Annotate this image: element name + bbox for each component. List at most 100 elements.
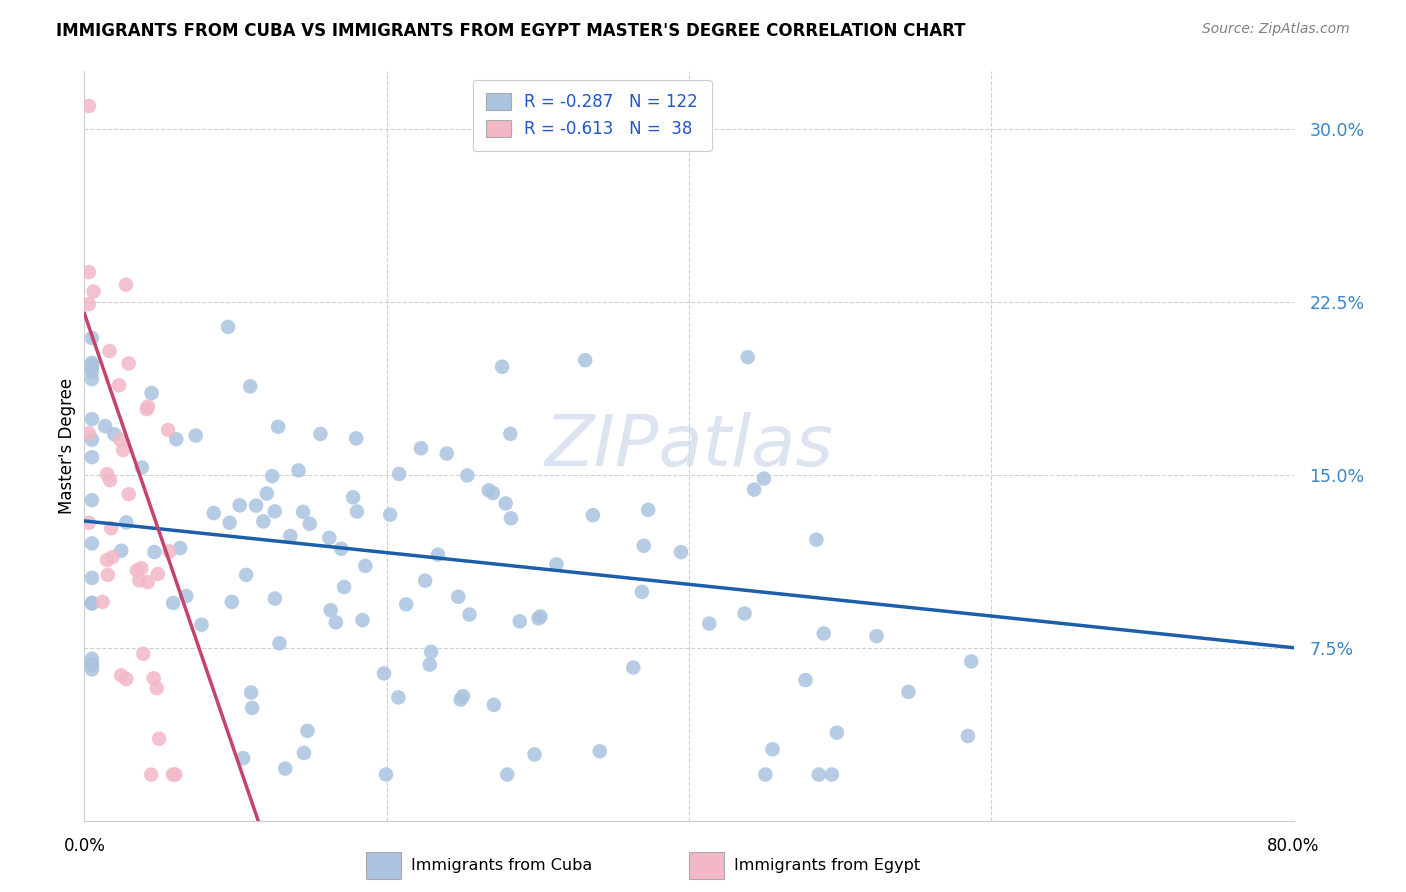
Point [292,746,315,760]
Point [77,265,100,279]
Point [456,468,478,483]
Point [162,596,184,610]
Point [131,460,153,475]
Y-axis label: Master's Degree: Master's Degree [58,378,76,514]
Point [98,473,121,487]
Point [482,698,505,712]
Point [80,358,103,372]
Point [669,545,692,559]
Point [287,463,309,477]
Point [136,400,159,414]
Point [621,660,644,674]
Point [529,609,551,624]
Point [292,505,315,519]
Point [631,585,654,599]
Point [298,516,321,531]
Point [169,541,191,555]
Point [375,767,398,781]
Point [274,762,297,776]
Point [352,613,374,627]
Point [221,595,243,609]
Point [373,666,395,681]
Point [80,596,103,610]
Point [450,692,472,706]
Point [80,657,103,672]
Point [697,616,720,631]
Point [202,506,225,520]
Point [80,360,103,375]
Bar [689,852,724,879]
Point [97,567,120,582]
Point [436,446,458,460]
Point [325,615,347,630]
Point [330,541,353,556]
Point [761,742,783,756]
Point [77,297,100,311]
Point [103,427,125,442]
Point [821,767,844,781]
Text: IMMIGRANTS FROM CUBA VS IMMIGRANTS FROM EGYPT MASTER'S DEGREE CORRELATION CHART: IMMIGRANTS FROM CUBA VS IMMIGRANTS FROM … [56,22,966,40]
Point [110,543,132,558]
Point [865,629,887,643]
Point [342,491,364,505]
Point [499,511,522,525]
Point [80,652,103,666]
Point [135,402,157,417]
Point [128,574,150,588]
Point [80,571,103,585]
Point [77,516,100,530]
Point [115,672,138,686]
Point [458,607,481,622]
Point [354,558,377,573]
Point [346,505,368,519]
Point [77,99,100,113]
Point [297,723,319,738]
Point [318,531,340,545]
Point [813,626,835,640]
Text: ZIPatlas: ZIPatlas [544,411,834,481]
Point [267,420,290,434]
Point [280,529,302,543]
Point [146,567,169,582]
Point [388,467,411,481]
Point [98,343,121,358]
Point [495,496,517,510]
Point [112,443,135,458]
Bar [366,852,401,879]
Point [319,603,342,617]
Point [217,320,239,334]
Point [80,372,103,386]
Point [94,419,117,434]
Point [118,356,141,370]
Point [129,561,152,575]
Point [165,767,187,781]
Point [496,767,519,781]
Point [83,285,105,299]
Text: Source: ZipAtlas.com: Source: ZipAtlas.com [1202,22,1350,37]
Point [96,467,118,481]
Legend: R = -0.287   N = 122, R = -0.613   N =  38: R = -0.287 N = 122, R = -0.613 N = 38 [472,79,711,151]
Point [742,483,765,497]
Point [141,386,163,401]
Point [897,685,920,699]
Point [825,725,848,739]
Point [118,487,141,501]
Point [108,378,131,392]
Point [239,379,262,393]
Point [491,359,513,374]
Point [143,545,166,559]
Point [256,486,278,500]
Point [499,426,522,441]
Point [228,499,250,513]
Point [409,442,432,456]
Point [80,536,103,550]
Point [80,412,103,426]
Point [419,657,441,672]
Point [148,731,170,746]
Point [159,544,181,558]
Point [240,701,263,715]
Text: Immigrants from Egypt: Immigrants from Egypt [734,858,920,872]
Point [80,662,103,676]
Point [420,645,443,659]
Point [91,595,114,609]
